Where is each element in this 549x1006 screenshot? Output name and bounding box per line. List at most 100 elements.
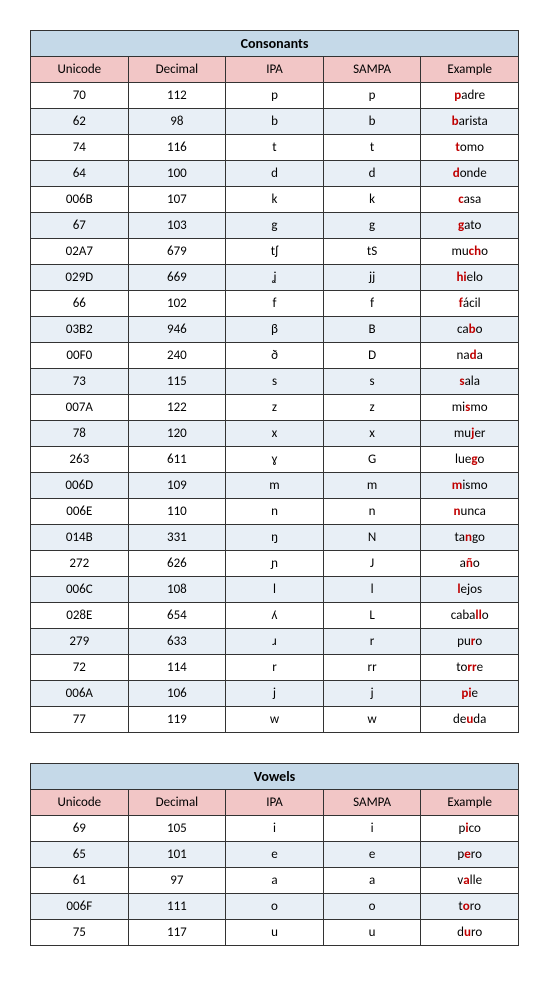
table-row: 77119wwdeuda (31, 707, 519, 733)
cell-ipa: ʎ (226, 603, 324, 629)
cell-example: sala (421, 369, 519, 395)
cell-decimal: 114 (128, 655, 226, 681)
cell-sampa: z (323, 395, 421, 421)
cell-decimal: 240 (128, 343, 226, 369)
cell-example: luego (421, 447, 519, 473)
cell-ipa: u (226, 920, 324, 946)
table-row: 6197aavalle (31, 868, 519, 894)
highlight-phoneme: p (454, 88, 461, 103)
column-header: Decimal (128, 790, 226, 816)
cell-ipa: o (226, 894, 324, 920)
cell-ipa: r (226, 655, 324, 681)
column-header: Example (421, 57, 519, 83)
table-row: 006F111ootoro (31, 894, 519, 920)
column-header: Unicode (31, 57, 129, 83)
table-row: 67103gggato (31, 213, 519, 239)
cell-sampa: t (323, 135, 421, 161)
phonetics-table: VowelsUnicodeDecimalIPASAMPAExample69105… (30, 763, 519, 946)
column-header: Example (421, 790, 519, 816)
highlight-phoneme: g (471, 452, 477, 467)
cell-sampa: m (323, 473, 421, 499)
highlight-phoneme: a (463, 873, 469, 888)
cell-ipa: s (226, 369, 324, 395)
cell-unicode: 78 (31, 421, 129, 447)
cell-ipa: j (226, 681, 324, 707)
highlight-phoneme: ll (475, 608, 481, 623)
highlight-phoneme: b (469, 322, 476, 337)
cell-ipa: a (226, 868, 324, 894)
highlight-phoneme: s (465, 400, 470, 415)
cell-ipa: β (226, 317, 324, 343)
table-row: 006E110nnnunca (31, 499, 519, 525)
cell-decimal: 111 (128, 894, 226, 920)
highlight-phoneme: i (465, 821, 468, 836)
cell-unicode: 006B (31, 187, 129, 213)
cell-sampa: tS (323, 239, 421, 265)
cell-decimal: 100 (128, 161, 226, 187)
cell-ipa: x (226, 421, 324, 447)
cell-ipa: l (226, 577, 324, 603)
cell-decimal: 107 (128, 187, 226, 213)
cell-sampa: g (323, 213, 421, 239)
cell-sampa: N (323, 525, 421, 551)
table-row: 279633ɹrpuro (31, 629, 519, 655)
cell-decimal: 110 (128, 499, 226, 525)
cell-ipa: p (226, 83, 324, 109)
cell-unicode: 263 (31, 447, 129, 473)
cell-ipa: t (226, 135, 324, 161)
cell-example: mujer (421, 421, 519, 447)
table-row: 78120xxmujer (31, 421, 519, 447)
cell-decimal: 679 (128, 239, 226, 265)
table-row: 74116tttomo (31, 135, 519, 161)
cell-unicode: 014B (31, 525, 129, 551)
highlight-phoneme: n (465, 530, 472, 545)
table-row: 72114rrrtorre (31, 655, 519, 681)
table-row: 73115sssala (31, 369, 519, 395)
cell-unicode: 70 (31, 83, 129, 109)
table-row: 75117uuduro (31, 920, 519, 946)
cell-example: duro (421, 920, 519, 946)
cell-decimal: 98 (128, 109, 226, 135)
cell-sampa: B (323, 317, 421, 343)
cell-example: caballo (421, 603, 519, 629)
highlight-phoneme: ñ (466, 556, 473, 571)
cell-example: hielo (421, 265, 519, 291)
cell-decimal: 654 (128, 603, 226, 629)
cell-unicode: 69 (31, 816, 129, 842)
table-row: 03B2946βBcabo (31, 317, 519, 343)
highlight-phoneme: l (457, 582, 460, 597)
table-row: 263611ɣGluego (31, 447, 519, 473)
cell-decimal: 102 (128, 291, 226, 317)
cell-unicode: 00F0 (31, 343, 129, 369)
cell-ipa: ŋ (226, 525, 324, 551)
cell-unicode: 65 (31, 842, 129, 868)
cell-unicode: 67 (31, 213, 129, 239)
cell-ipa: f (226, 291, 324, 317)
cell-example: deuda (421, 707, 519, 733)
cell-ipa: b (226, 109, 324, 135)
cell-sampa: o (323, 894, 421, 920)
table-row: 006D109mmmismo (31, 473, 519, 499)
cell-decimal: 97 (128, 868, 226, 894)
cell-example: pie (421, 681, 519, 707)
phonetics-table: ConsonantsUnicodeDecimalIPASAMPAExample7… (30, 30, 519, 733)
table-row: 006B107kkcasa (31, 187, 519, 213)
cell-example: donde (421, 161, 519, 187)
table-row: 65101eepero (31, 842, 519, 868)
table-row: 272626ɲJaño (31, 551, 519, 577)
column-header: SAMPA (323, 790, 421, 816)
table-row: 006C108lllejos (31, 577, 519, 603)
cell-sampa: b (323, 109, 421, 135)
highlight-phoneme: pi (461, 686, 471, 701)
highlight-phoneme: rr (467, 660, 476, 675)
cell-sampa: d (323, 161, 421, 187)
cell-sampa: l (323, 577, 421, 603)
cell-unicode: 75 (31, 920, 129, 946)
table-row: 00F0240ðDnada (31, 343, 519, 369)
highlight-phoneme: s (459, 374, 464, 389)
highlight-phoneme: e (464, 847, 471, 862)
table-title: Vowels (31, 764, 519, 790)
cell-unicode: 64 (31, 161, 129, 187)
cell-example: torre (421, 655, 519, 681)
cell-sampa: k (323, 187, 421, 213)
